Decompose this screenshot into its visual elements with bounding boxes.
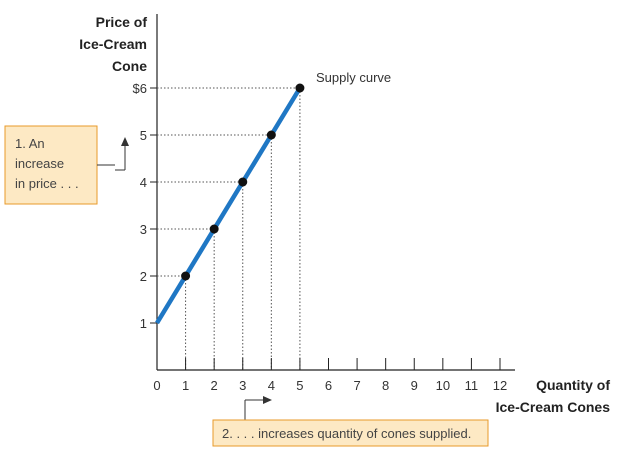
supply-curve-line	[155, 86, 302, 325]
x-tick-label: 11	[465, 378, 479, 393]
x-tick-label: 7	[353, 378, 360, 393]
price-callout-box	[4, 125, 98, 205]
x-tick-label: 5	[296, 378, 303, 393]
x-axis-ticks: 0 1 2 3 4 5 6 7 8 9 10 11 12	[153, 358, 507, 393]
quantity-callout-box	[212, 419, 489, 447]
y-axis-ticks: 1 2 3 4 5 $6	[133, 81, 157, 331]
supply-series	[155, 83, 305, 325]
x-axis-title-line-2: Ice-Cream Cones	[496, 399, 611, 415]
quantity-callout: 2. . . . increases quantity of cones sup…	[212, 396, 489, 447]
x-tick-label: 12	[493, 378, 507, 393]
x-tick-label: 0	[153, 378, 160, 393]
x-tick-label: 2	[211, 378, 218, 393]
x-tick-label: 1	[182, 378, 189, 393]
y-axis-title-line-3: Cone	[112, 58, 147, 74]
supply-data-point	[181, 271, 191, 281]
y-tick-label: 2	[140, 269, 147, 284]
price-callout-line-1: 1. An	[15, 136, 45, 151]
supply-data-point	[295, 83, 305, 93]
price-up-arrow-icon	[121, 137, 129, 146]
y-axis-title-line-1: Price of	[96, 14, 148, 30]
x-axis-title-line-1: Quantity of	[536, 377, 610, 393]
x-tick-label: 4	[268, 378, 275, 393]
x-tick-label: 9	[411, 378, 418, 393]
y-tick-label: $6	[133, 81, 147, 96]
supply-curve-label: Supply curve	[316, 70, 391, 85]
supply-data-point	[209, 224, 219, 234]
y-tick-label: 5	[140, 128, 147, 143]
guide-lines	[157, 87, 301, 370]
price-callout-line-2: increase	[15, 156, 64, 171]
x-tick-label: 3	[239, 378, 246, 393]
x-tick-label: 6	[325, 378, 332, 393]
supply-data-point	[266, 130, 276, 140]
x-tick-label: 8	[382, 378, 389, 393]
quantity-right-arrow-icon	[263, 396, 272, 404]
y-tick-label: 4	[140, 175, 147, 190]
x-tick-label: 10	[436, 378, 450, 393]
price-callout-line-3: in price . . .	[15, 176, 79, 191]
price-callout: 1. An increase in price . . .	[4, 125, 129, 205]
y-axis-title-line-2: Ice-Cream	[79, 36, 147, 52]
y-tick-label: 3	[140, 222, 147, 237]
quantity-callout-text: 2. . . . increases quantity of cones sup…	[222, 426, 471, 441]
supply-data-point	[238, 177, 248, 187]
y-tick-label: 1	[140, 316, 147, 331]
